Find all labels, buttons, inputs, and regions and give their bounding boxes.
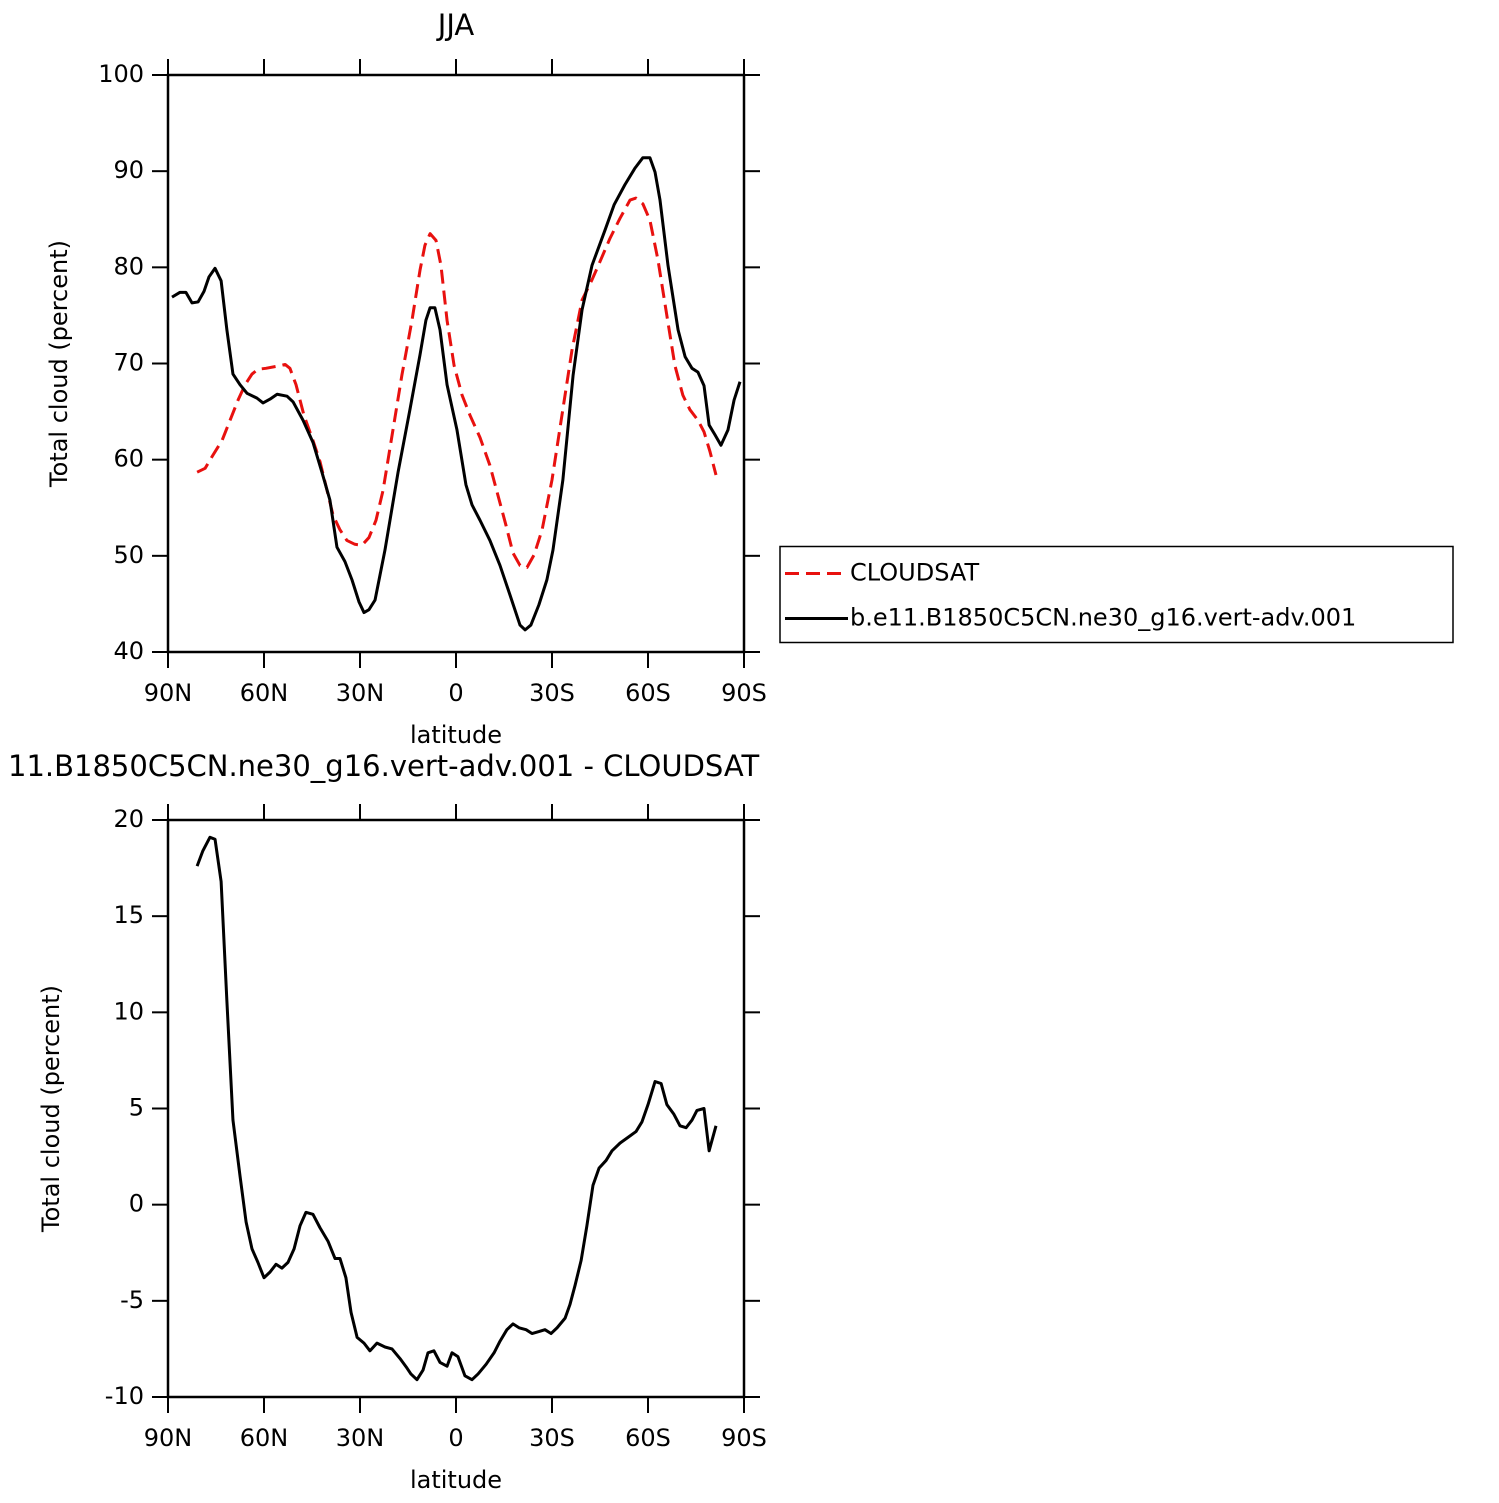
x-tick-label: 60S bbox=[625, 679, 671, 707]
x-tick-label: 0 bbox=[448, 679, 463, 707]
data-line bbox=[171, 156, 742, 632]
data-line bbox=[196, 196, 718, 569]
x-tick-label: 60N bbox=[240, 1424, 289, 1452]
x-tick-label: 90N bbox=[144, 679, 193, 707]
y-tick-label: 100 bbox=[98, 60, 144, 88]
y-tick-label: 80 bbox=[113, 252, 144, 280]
y-tick-label: 90 bbox=[113, 156, 144, 184]
x-axis-label: latitude bbox=[410, 721, 502, 749]
legend-label: CLOUDSAT bbox=[850, 559, 979, 587]
y-tick-label: 0 bbox=[129, 1190, 144, 1218]
x-tick-label: 30S bbox=[529, 679, 575, 707]
y-tick-label: 15 bbox=[113, 901, 144, 929]
y-tick-label: 60 bbox=[113, 445, 144, 473]
x-tick-label: 30N bbox=[336, 1424, 385, 1452]
x-tick-label: 30N bbox=[336, 679, 385, 707]
y-tick-label: 20 bbox=[113, 805, 144, 833]
y-axis-label: Total cloud (percent) bbox=[37, 985, 65, 1233]
x-tick-label: 90S bbox=[721, 1424, 767, 1452]
y-tick-label: 70 bbox=[113, 349, 144, 377]
y-tick-label: 40 bbox=[113, 637, 144, 665]
x-tick-label: 90N bbox=[144, 1424, 193, 1452]
y-axis-label: Total cloud (percent) bbox=[45, 240, 73, 488]
y-tick-label: -5 bbox=[120, 1286, 144, 1314]
chart-title: 11.B1850C5CN.ne30_g16.vert-adv.001 - CLO… bbox=[8, 749, 759, 783]
y-tick-label: 50 bbox=[113, 541, 144, 569]
plot-frame bbox=[166, 73, 746, 654]
x-tick-label: 60N bbox=[240, 679, 289, 707]
legend-box bbox=[779, 545, 1454, 644]
y-tick-label: 5 bbox=[129, 1094, 144, 1122]
x-tick-label: 30S bbox=[529, 1424, 575, 1452]
x-tick-label: 90S bbox=[721, 679, 767, 707]
data-line bbox=[195, 835, 718, 1382]
plot-frame bbox=[166, 818, 746, 1399]
x-axis-label: latitude bbox=[410, 1466, 502, 1494]
y-tick-label: -10 bbox=[105, 1382, 144, 1410]
legend-label: b.e11.B1850C5CN.ne30_g16.vert-adv.001 bbox=[850, 604, 1356, 632]
y-tick-label: 10 bbox=[113, 997, 144, 1025]
chart-title: JJA bbox=[436, 8, 475, 42]
x-tick-label: 60S bbox=[625, 1424, 671, 1452]
x-tick-label: 0 bbox=[448, 1424, 463, 1452]
